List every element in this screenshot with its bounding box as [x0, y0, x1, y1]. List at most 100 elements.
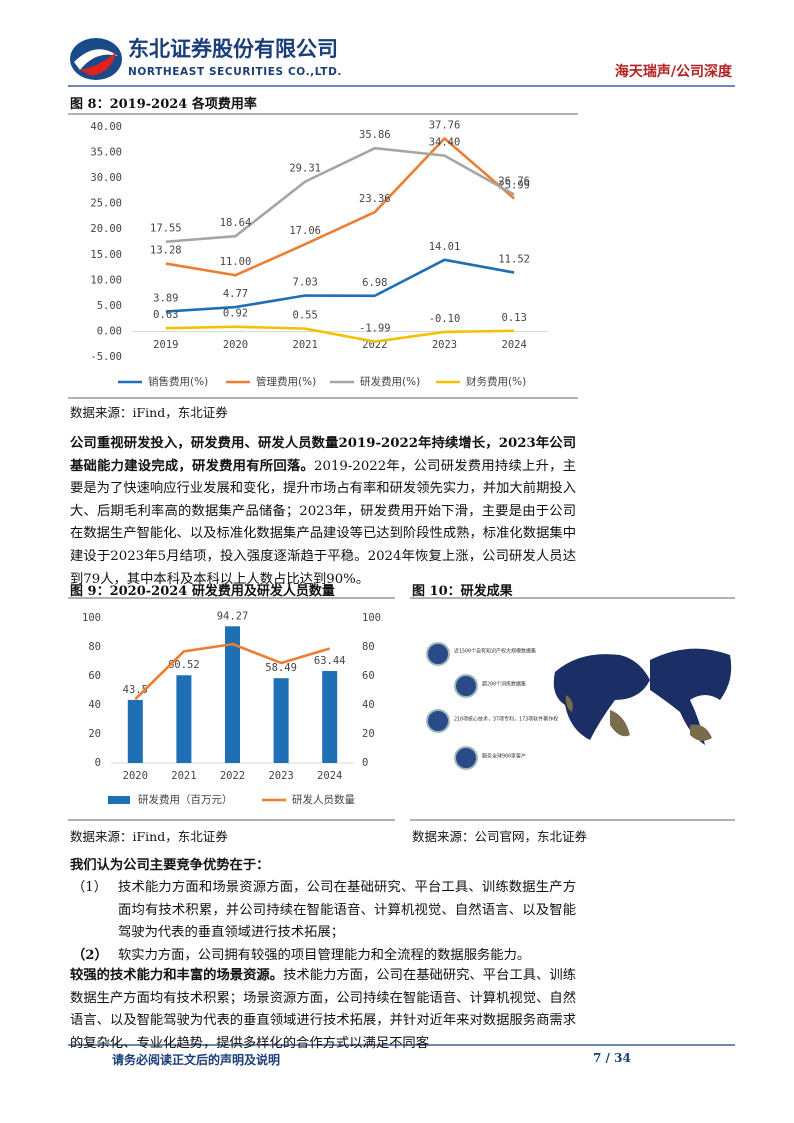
bar [176, 675, 192, 763]
bar [322, 671, 338, 763]
y-tick-label: 20 [88, 728, 101, 740]
bar [225, 626, 240, 763]
data-label: 29.31 [289, 163, 321, 175]
image-label: 超200个训练数据集 [482, 681, 526, 688]
y2-tick-label: 60 [362, 670, 375, 682]
data-label: 14.01 [429, 241, 461, 253]
y-tick-label: 0.00 [97, 325, 122, 337]
y-tick-label: 20.00 [90, 223, 122, 235]
data-label: 94.27 [217, 610, 249, 622]
y-tick-label: -5.00 [90, 351, 122, 363]
figure-source: 数据来源：iFind，东北证券 [70, 405, 228, 420]
image-label: 210项核心技术，37项专利，173项软件著作权 [454, 716, 558, 723]
logo [70, 38, 122, 80]
paragraph: 较强的技术能力和丰富的场景资源。技术能力方面，公司在基础研究、平台工具、训练数据… [70, 965, 576, 1055]
series-line [165, 325, 515, 343]
legend-label: 研发费用（百万元） [138, 793, 233, 806]
legend-label: 销售费用(%) [148, 375, 208, 388]
y-tick-label: 10.00 [90, 274, 122, 286]
data-label: 0.13 [502, 312, 527, 324]
data-label: 58.49 [265, 662, 297, 674]
data-label: -0.10 [429, 313, 461, 325]
x-tick-label: 2020 [123, 770, 148, 782]
data-label: 17.55 [150, 223, 182, 235]
data-label: 11.00 [220, 256, 252, 268]
paragraph: 公司重视研发投入，研发费用、研发人员数量2019-2022年持续增长，2023年… [70, 433, 576, 591]
data-label: 37.76 [429, 119, 461, 131]
data-label: 63.44 [314, 655, 346, 667]
data-label: 18.64 [220, 217, 252, 229]
bar [273, 678, 289, 763]
y-tick-label: 25.00 [90, 198, 122, 210]
data-label: 23.36 [359, 193, 391, 205]
x-tick-label: 2021 [171, 770, 196, 782]
legend-label: 财务费用(%) [466, 375, 526, 388]
data-label: 11.52 [498, 254, 530, 266]
data-label: 25.99 [498, 180, 530, 192]
data-label: 13.28 [150, 245, 182, 257]
data-label: 17.06 [289, 225, 321, 237]
figure-source: 数据来源：iFind，东北证券 [70, 829, 228, 844]
y2-tick-label: 20 [362, 728, 375, 740]
footer-disclaimer: 请务必阅读正文后的声明及说明 [112, 1053, 281, 1067]
data-label: 60.52 [168, 659, 200, 671]
item-text: 技术能力方面和场景资源方面，公司在基础研究、平台工具、训练数据生产方面均有技术积… [118, 880, 576, 941]
bar [127, 699, 143, 763]
figure-10-image [426, 642, 732, 770]
y2-tick-label: 80 [362, 641, 375, 653]
figure-source: 数据来源：公司官网，东北证券 [412, 829, 588, 844]
data-label: 34.40 [429, 137, 461, 149]
x-tick-label: 2019 [153, 339, 178, 351]
company-name: 东北证券股份有限公司 [128, 37, 338, 61]
y-tick-label: 30.00 [90, 172, 122, 184]
paragraph-text: 技术能力方面，公司在基础研究、平台工具、训练数据生产方面均有技术积累；场景资源方… [70, 968, 577, 1051]
legend-label: 研发费用(%) [360, 375, 420, 388]
x-tick-label: 2022 [220, 770, 245, 782]
data-label: 6.98 [362, 277, 387, 289]
y-tick-label: 60 [88, 670, 101, 682]
report-name: 海天瑞声/公司深度 [615, 63, 733, 80]
image-label: 服务全球900家客户 [482, 753, 526, 760]
image-label: 近1500个自有知识产权大规模数据集 [454, 648, 536, 655]
series-line [165, 137, 516, 277]
x-tick-label: 2020 [223, 339, 248, 351]
figure-title: 图 8：2019-2024 各项费用率 [70, 97, 257, 112]
data-label: 0.63 [153, 309, 178, 321]
data-label: 3.89 [153, 293, 178, 305]
item-text: 软实力方面，公司拥有较强的项目管理能力和全流程的数据服务能力。 [118, 948, 531, 963]
data-label: 0.92 [223, 308, 248, 320]
y2-tick-label: 0 [362, 757, 368, 769]
legend-swatch [108, 796, 130, 804]
paragraph-text: 2019-2022年，公司研发费用持续上升，主要是为了快速响应行业发展和变化，提… [70, 458, 577, 587]
y-tick-label: 35.00 [90, 147, 122, 159]
data-label: 35.86 [359, 129, 391, 141]
data-label: 26.76 [498, 176, 530, 188]
figure-title: 图 9：2020-2024 研发费用及研发人员数量 [70, 584, 335, 599]
item-number: （2） [72, 948, 108, 963]
x-tick-label: 2024 [502, 339, 527, 351]
data-label: 7.03 [293, 277, 318, 289]
series-line [165, 258, 515, 313]
y2-tick-label: 100 [362, 612, 381, 624]
advantages-intro: 我们认为公司主要竞争优势在于： [70, 858, 270, 873]
series-line [134, 642, 331, 701]
data-label: 4.77 [223, 288, 248, 300]
x-tick-label: 2023 [432, 339, 457, 351]
x-tick-label: 2021 [293, 339, 318, 351]
x-tick-label: 2024 [317, 770, 342, 782]
y-tick-label: 15.00 [90, 249, 122, 261]
legend-label: 管理费用(%) [256, 375, 316, 388]
paragraph-lead: 公司重视研发投入，研发费用、研发人员数量2019-2022年持续增长，2023年… [70, 436, 576, 474]
x-tick-label: 2023 [268, 770, 293, 782]
paragraph-lead: 较强的技术能力和丰富的场景资源。 [70, 968, 284, 983]
y-tick-label: 40 [88, 699, 101, 711]
y2-tick-label: 40 [362, 699, 375, 711]
y-tick-label: 100 [82, 612, 101, 624]
item-number: （1） [72, 880, 108, 895]
y-tick-label: 5.00 [97, 300, 122, 312]
page-number: 7 / 34 [593, 1051, 631, 1065]
legend-label: 研发人员数量 [292, 793, 355, 806]
y-tick-label: 40.00 [90, 121, 122, 133]
